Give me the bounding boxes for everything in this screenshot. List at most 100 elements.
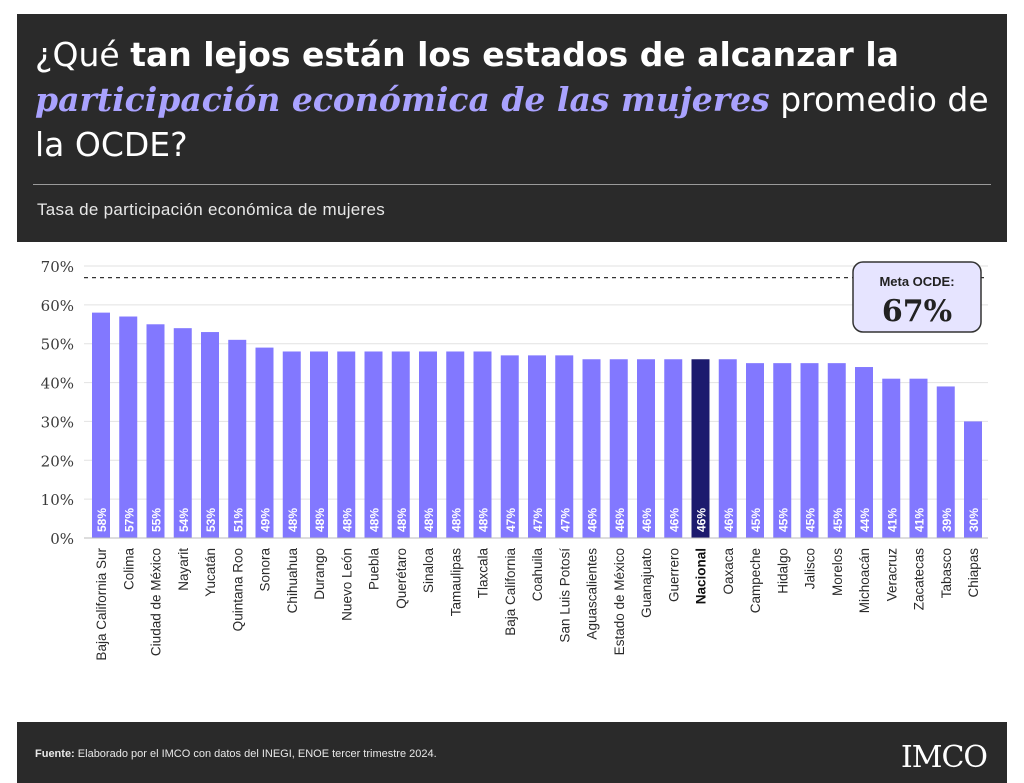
bar-value-label: 47%: [558, 508, 572, 532]
bar-value-label: 41%: [885, 508, 899, 532]
y-tick-label: 30%: [41, 413, 74, 431]
bar-value-label: 45%: [831, 508, 845, 532]
bar-value-label: 41%: [913, 508, 927, 532]
bar-value-label: 47%: [531, 508, 545, 532]
bar-value-label: 46%: [667, 508, 681, 532]
x-tick-label: Chihuahua: [285, 548, 300, 614]
bar: [92, 312, 110, 538]
bar-value-label: 48%: [340, 508, 354, 532]
bar: [800, 363, 819, 538]
title-part1: ¿Qué: [35, 35, 131, 74]
bar-value-label: 48%: [286, 508, 300, 532]
header-panel: ¿Qué tan lejos están los estados de alca…: [17, 14, 1007, 242]
bar: [419, 351, 437, 538]
bar-value-label: 44%: [858, 508, 872, 532]
bar: [882, 378, 901, 538]
x-tick-label: Hidalgo: [775, 548, 790, 594]
x-tick-label: Sonora: [258, 548, 273, 592]
bar-value-label: 45%: [749, 508, 763, 532]
source-note: Fuente: Elaborado por el IMCO con datos …: [35, 748, 437, 760]
bar-value-label: 48%: [368, 508, 382, 532]
bar: [773, 363, 792, 538]
x-tick-label: Querétaro: [394, 548, 409, 609]
bar: [446, 351, 465, 538]
bar: [255, 347, 274, 538]
bar: [310, 351, 328, 538]
x-tick-label: Jalisco: [803, 548, 818, 589]
x-tick-label: Sinaloa: [421, 548, 436, 594]
bar: [364, 351, 383, 538]
x-tick-label: Tabasco: [939, 548, 954, 598]
x-tick-label: Morelos: [830, 548, 845, 596]
x-tick-label: Guanajuato: [639, 548, 654, 618]
x-tick-label: Nuevo León: [339, 548, 354, 621]
meta-box-label: Meta OCDE:: [879, 274, 954, 289]
y-tick-label: 60%: [41, 297, 74, 315]
imco-logo: IMCO: [900, 740, 988, 775]
bar-value-label: 30%: [967, 508, 981, 532]
bar: [746, 363, 764, 538]
bar: [827, 363, 846, 538]
bar: [909, 378, 928, 538]
x-tick-label: Michoacán: [857, 548, 872, 613]
x-tick-label: Puebla: [367, 548, 382, 591]
title-highlight: participación económica de las mujeres: [35, 80, 770, 119]
source-text: Elaborado por el IMCO con datos del INEG…: [74, 748, 437, 760]
title-bold: tan lejos están los estados de alcanzar …: [130, 35, 899, 74]
bar-value-label: 46%: [695, 508, 709, 532]
x-tick-label: San Luis Potosí: [557, 548, 572, 643]
bar-value-label: 48%: [395, 508, 409, 532]
header-divider: [33, 184, 991, 185]
bar: [228, 339, 247, 538]
bar-value-label: 46%: [640, 508, 654, 532]
x-tick-label: Estado de México: [612, 548, 627, 655]
x-tick-label: Tlaxcala: [476, 548, 491, 599]
x-tick-label: Coahuila: [530, 548, 545, 602]
meta-box-value: 67%: [882, 294, 952, 329]
bar-value-label: 46%: [613, 508, 627, 532]
bar: [528, 355, 546, 538]
bar-value-label: 47%: [504, 508, 518, 532]
bar-value-label: 53%: [204, 508, 218, 532]
x-tick-label: Tamaulipas: [448, 548, 463, 617]
y-tick-label: 50%: [41, 336, 74, 354]
x-tick-label: Campeche: [748, 548, 763, 613]
bar-value-label: 57%: [122, 508, 136, 532]
bar-value-label: 48%: [313, 508, 327, 532]
bar: [609, 359, 628, 538]
bar-chart: 0% 10% 20% 30% 40% 50% 60% 70% 58% Baja Californi…: [41, 258, 988, 661]
bar: [282, 351, 301, 538]
bar-value-label: 46%: [586, 508, 600, 532]
x-tick-label: Baja California Sur: [94, 548, 109, 661]
chart-subtitle: Tasa de participación económica de mujer…: [37, 200, 386, 219]
bar: [582, 359, 601, 538]
bar: [146, 324, 165, 538]
meta-box: [852, 261, 982, 333]
x-tick-label: Ciudad de México: [149, 548, 164, 656]
y-tick-label: 70%: [41, 258, 74, 276]
x-tick-label: Oaxaca: [721, 548, 736, 595]
bar-value-label: 48%: [422, 508, 436, 532]
bar: [391, 351, 410, 538]
x-tick-label: Nacional: [694, 548, 709, 604]
bar: [201, 332, 219, 538]
x-tick-label: Yucatán: [203, 548, 218, 597]
page-title: ¿Qué tan lejos están los estados de alca…: [35, 32, 995, 167]
x-tick-label: Veracruz: [884, 548, 899, 602]
bar-value-label: 46%: [722, 508, 736, 532]
x-tick-label: Guerrero: [666, 548, 681, 602]
bar: [855, 367, 873, 538]
x-tick-label: Colima: [121, 548, 136, 591]
x-tick-label: Aguascalientes: [585, 548, 600, 640]
bar: [555, 355, 574, 538]
bar: [473, 351, 492, 538]
x-tick-label: Zacatecas: [912, 548, 927, 611]
bar: [637, 359, 655, 538]
bar-value-label: 55%: [150, 508, 164, 532]
title-part2: promedio de la OCDE?: [35, 80, 989, 164]
bar-value-label: 51%: [231, 508, 245, 532]
bar-value-label: 39%: [940, 508, 954, 532]
bar-value-label: 48%: [449, 508, 463, 532]
x-tick-label: Quintana Roo: [230, 548, 245, 631]
bar-value-label: 58%: [95, 508, 109, 532]
